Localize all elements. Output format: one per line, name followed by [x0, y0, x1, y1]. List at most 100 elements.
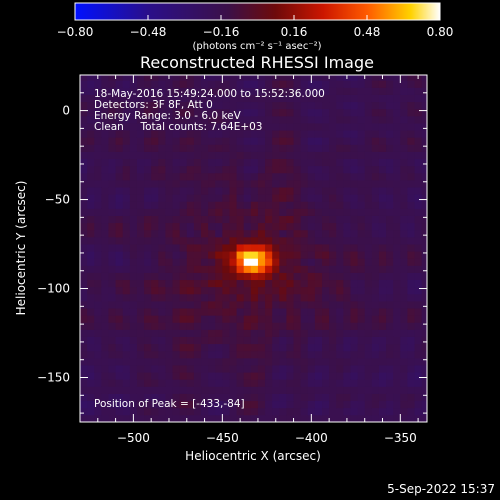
heatmap-cell — [179, 308, 188, 316]
heatmap-cell — [329, 80, 337, 88]
heatmap-cell — [236, 94, 245, 103]
heatmap-cell — [357, 272, 366, 281]
heatmap-cell — [94, 357, 102, 366]
heatmap-cell — [236, 130, 245, 138]
heatmap-cell — [229, 329, 237, 337]
heatmap-cell — [407, 407, 415, 416]
heatmap-cell — [307, 222, 316, 231]
heatmap-cell — [229, 137, 237, 145]
heatmap-cell — [122, 357, 131, 366]
heatmap-cell — [257, 244, 266, 252]
heatmap-cell — [158, 75, 166, 81]
heatmap-cell — [371, 407, 380, 416]
heatmap-cell — [115, 286, 124, 295]
heatmap-cell — [80, 386, 88, 394]
heatmap-cell — [229, 315, 237, 323]
heatmap-cell — [343, 350, 351, 359]
heatmap-cell — [94, 208, 102, 216]
heatmap-cell — [129, 194, 138, 202]
heatmap-cell — [243, 187, 252, 195]
heatmap-cell — [329, 350, 337, 359]
heatmap-cell — [87, 137, 95, 145]
heatmap-cell — [257, 101, 266, 110]
heatmap-cell — [122, 407, 131, 416]
heatmap-cell — [80, 236, 88, 245]
heatmap-cell — [229, 300, 237, 309]
heatmap-cell — [243, 336, 252, 345]
heatmap-cell — [250, 244, 259, 252]
heatmap-cell — [257, 222, 266, 231]
heatmap-cell — [222, 350, 230, 359]
heatmap-cell — [400, 393, 408, 402]
heatmap-cell — [350, 229, 358, 238]
heatmap-cell — [314, 386, 323, 394]
heatmap-cell — [272, 229, 280, 238]
heatmap-cell — [393, 108, 401, 117]
heatmap-cell — [115, 208, 124, 216]
heatmap-cell — [314, 115, 323, 124]
heatmap-cell — [257, 251, 266, 259]
heatmap-cell — [179, 201, 188, 209]
heatmap-cell — [250, 279, 259, 288]
heatmap-cell — [115, 322, 124, 330]
heatmap-cell — [165, 151, 173, 160]
heatmap-cell — [329, 75, 337, 81]
heatmap-cell — [236, 258, 245, 266]
heatmap-cell — [329, 365, 337, 373]
heatmap-cell — [314, 258, 323, 266]
heatmap-cell — [236, 315, 245, 323]
heatmap-cell — [208, 215, 216, 224]
heatmap-cell — [293, 386, 302, 394]
heatmap-cell — [250, 308, 259, 316]
heatmap-cell — [371, 201, 380, 209]
heatmap-cell — [279, 251, 287, 259]
heatmap-cell — [179, 286, 188, 295]
heatmap-cell — [172, 87, 181, 95]
heatmap-cell — [257, 272, 266, 281]
heatmap-cell — [400, 158, 408, 167]
heatmap-cell — [300, 215, 309, 224]
heatmap-cell — [279, 379, 287, 387]
heatmap-cell — [400, 236, 408, 245]
colorbar-tick-label: −0.80 — [57, 25, 94, 39]
heatmap-cell — [386, 201, 394, 209]
heatmap-cell — [108, 123, 116, 131]
heatmap-cell — [414, 201, 423, 209]
heatmap-cell — [378, 251, 387, 259]
heatmap-cell — [129, 165, 138, 174]
heatmap-cell — [286, 400, 294, 409]
heatmap-cell — [343, 258, 351, 266]
heatmap-cell — [371, 165, 380, 174]
heatmap-cell — [94, 80, 102, 88]
heatmap-cell — [329, 272, 337, 281]
heatmap-cell — [186, 130, 195, 138]
heatmap-cell — [272, 343, 280, 352]
heatmap-cell — [172, 108, 181, 117]
heatmap-cell — [129, 108, 138, 117]
heatmap-cell — [80, 258, 88, 266]
heatmap-cell — [87, 329, 95, 337]
heatmap-cell — [129, 407, 138, 416]
heatmap-cell — [243, 194, 252, 202]
heatmap-cell — [144, 87, 152, 95]
heatmap-cell — [286, 279, 294, 288]
heatmap-cell — [165, 300, 173, 309]
heatmap-cell — [257, 258, 266, 266]
heatmap-cell — [414, 222, 423, 231]
heatmap-cell — [257, 158, 266, 167]
heatmap-cell — [208, 365, 216, 373]
heatmap-cell — [257, 315, 266, 323]
heatmap-cell — [101, 407, 109, 416]
heatmap-cell — [314, 272, 323, 281]
heatmap-cell — [407, 357, 415, 366]
heatmap-cell — [357, 101, 366, 110]
heatmap-cell — [179, 350, 188, 359]
heatmap-cell — [115, 329, 124, 337]
heatmap-cell — [229, 293, 237, 302]
heatmap-cell — [172, 80, 181, 88]
heatmap-cell — [172, 115, 181, 124]
heatmap-cell — [151, 115, 159, 124]
heatmap-cell — [122, 94, 131, 103]
heatmap-cell — [208, 350, 216, 359]
heatmap-cell — [144, 300, 152, 309]
